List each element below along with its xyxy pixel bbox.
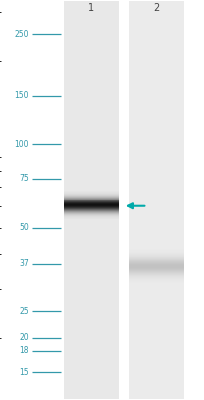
Bar xyxy=(128,272,183,274)
Bar xyxy=(63,208,118,210)
Text: 1: 1 xyxy=(88,3,94,13)
Text: 75: 75 xyxy=(19,174,29,183)
Text: 2: 2 xyxy=(153,3,159,13)
Bar xyxy=(63,206,118,208)
Bar xyxy=(63,218,118,220)
Bar xyxy=(128,260,183,262)
Bar xyxy=(63,198,118,200)
Bar xyxy=(63,212,118,214)
Bar xyxy=(128,282,183,284)
Bar xyxy=(128,274,183,276)
Bar xyxy=(128,276,183,278)
Text: 150: 150 xyxy=(15,91,29,100)
Text: 20: 20 xyxy=(19,333,29,342)
Bar xyxy=(63,216,118,218)
Bar xyxy=(63,1,118,399)
Bar xyxy=(128,264,183,266)
Bar xyxy=(63,194,118,196)
Bar xyxy=(128,250,183,252)
Bar xyxy=(128,278,183,280)
Bar xyxy=(63,196,118,198)
Bar xyxy=(128,266,183,268)
Text: 15: 15 xyxy=(19,368,29,377)
Bar xyxy=(128,256,183,258)
Bar xyxy=(128,252,183,254)
Bar xyxy=(63,192,118,194)
Text: 18: 18 xyxy=(20,346,29,355)
Bar xyxy=(128,268,183,270)
Bar xyxy=(63,200,118,202)
Bar xyxy=(128,1,183,399)
Text: 25: 25 xyxy=(19,306,29,316)
Bar xyxy=(63,204,118,206)
Bar xyxy=(63,190,118,192)
Bar xyxy=(63,202,118,204)
Bar xyxy=(128,254,183,256)
Bar xyxy=(128,258,183,260)
Text: 100: 100 xyxy=(15,140,29,149)
Bar xyxy=(63,210,118,212)
Bar xyxy=(128,262,183,264)
Text: 50: 50 xyxy=(19,223,29,232)
Text: 37: 37 xyxy=(19,259,29,268)
Bar xyxy=(128,270,183,272)
Bar xyxy=(63,214,118,216)
Text: 250: 250 xyxy=(15,30,29,38)
Bar xyxy=(128,280,183,282)
